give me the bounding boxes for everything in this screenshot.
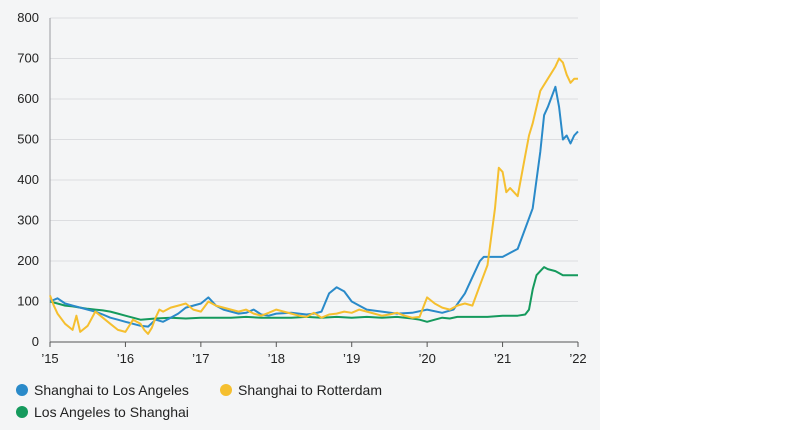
y-tick-label: 0 (32, 334, 39, 349)
legend-label: Shanghai to Los Angeles (34, 382, 189, 398)
y-tick-label: 400 (17, 172, 39, 187)
y-tick-label: 800 (17, 10, 39, 25)
x-tick-label: ’19 (343, 351, 360, 366)
x-tick-labels: ’15 ’16 ’17 ’18 ’19 ’20 ’21 ’22 (41, 351, 586, 366)
y-tick-labels: 0 100 200 300 400 500 600 700 800 (17, 10, 39, 349)
y-tick-label: 700 (17, 51, 39, 66)
legend-label: Shanghai to Rotterdam (238, 382, 382, 398)
legend-item-shanghai-to-rotterdam: Shanghai to Rotterdam (220, 382, 382, 398)
chart-panel (0, 0, 600, 430)
legend-item-shanghai-to-los-angeles: Shanghai to Los Angeles (16, 382, 189, 398)
x-tick-label: ’22 (569, 351, 586, 366)
y-tick-label: 600 (17, 91, 39, 106)
legend-label: Los Angeles to Shanghai (34, 404, 189, 420)
y-tick-label: 200 (17, 253, 39, 268)
legend-marker (16, 384, 28, 396)
x-tick-label: ’15 (41, 351, 58, 366)
y-tick-label: 300 (17, 213, 39, 228)
legend-marker (16, 406, 28, 418)
y-tick-label: 100 (17, 294, 39, 309)
series-line-los-angeles-to-shanghai (49, 266, 578, 323)
x-tick-label: ’18 (268, 351, 285, 366)
x-tick-label: ’20 (418, 351, 435, 366)
x-tick-label: ’21 (494, 351, 511, 366)
x-tick-label: ’16 (117, 351, 134, 366)
x-tick-label: ’17 (192, 351, 209, 366)
series-line-shanghai-to-los-angeles (49, 85, 579, 328)
series-lines (49, 57, 579, 335)
y-tick-label: 500 (17, 132, 39, 147)
axes (49, 18, 579, 347)
legend-marker (220, 384, 232, 396)
gridlines (50, 17, 578, 302)
legend-item-los-angeles-to-shanghai: Los Angeles to Shanghai (16, 404, 189, 420)
series-line-shanghai-to-rotterdam (49, 57, 578, 335)
